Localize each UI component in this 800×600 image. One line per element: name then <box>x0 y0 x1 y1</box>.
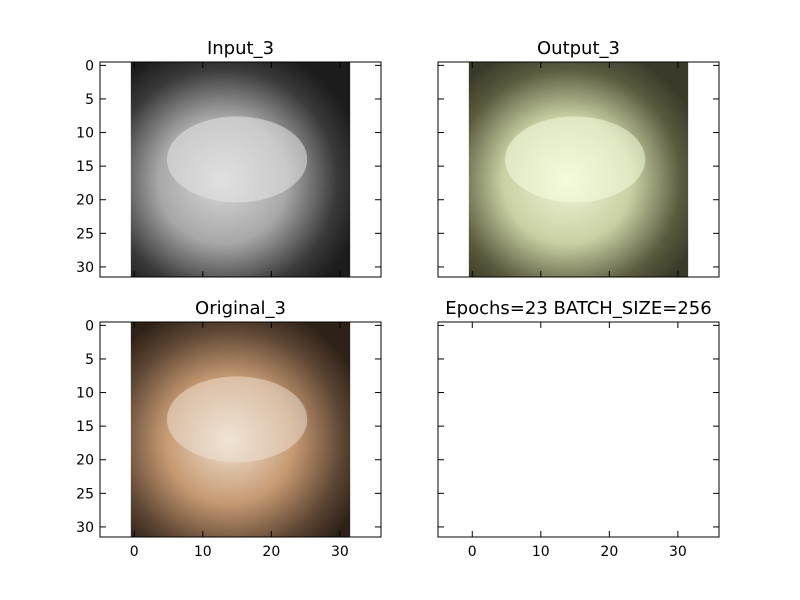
x-tick-label: 0 <box>468 544 477 560</box>
panel-original: 0 10 20 30 0 5 10 15 20 25 30 Original_3 <box>76 298 381 560</box>
y-tick-label: 30 <box>76 520 94 536</box>
y-tick-label: 15 <box>76 159 94 175</box>
y-tick-label: 15 <box>76 419 94 435</box>
input-image <box>131 62 350 277</box>
panel-input: 0 5 10 15 20 25 30 Input_3 <box>76 38 381 277</box>
y-tick-label: 30 <box>76 260 94 276</box>
y-tick-label: 5 <box>85 352 94 368</box>
x-tick-label: 0 <box>130 544 139 560</box>
y-tick-label: 5 <box>85 92 94 108</box>
y-tick-label: 10 <box>76 386 94 402</box>
y-tick-label: 25 <box>76 486 94 502</box>
empty-axes-frame <box>438 322 719 537</box>
empty-ticks: 0 10 20 30 <box>438 322 719 560</box>
y-tick-label: 20 <box>76 453 94 469</box>
y-tick-label: 20 <box>76 193 94 209</box>
x-tick-label: 20 <box>262 544 280 560</box>
panel-output: Output_3 <box>438 38 719 277</box>
x-tick-label: 30 <box>669 544 687 560</box>
output-title: Output_3 <box>537 38 620 59</box>
y-tick-label: 10 <box>76 126 94 142</box>
original-title: Original_3 <box>195 298 286 319</box>
x-tick-label: 20 <box>600 544 618 560</box>
input-title: Input_3 <box>207 38 274 59</box>
params-title: Epochs=23 BATCH_SIZE=256 <box>445 298 711 319</box>
x-tick-label: 10 <box>194 544 212 560</box>
panel-empty: 0 10 20 30 Epochs=23 BATCH_SIZE=256 <box>438 298 719 560</box>
y-tick-label: 25 <box>76 226 94 242</box>
x-tick-label: 10 <box>532 544 550 560</box>
original-image <box>131 322 350 537</box>
y-tick-label: 0 <box>85 58 94 74</box>
x-tick-label: 30 <box>331 544 349 560</box>
y-tick-label: 0 <box>85 318 94 334</box>
output-image <box>469 62 688 277</box>
